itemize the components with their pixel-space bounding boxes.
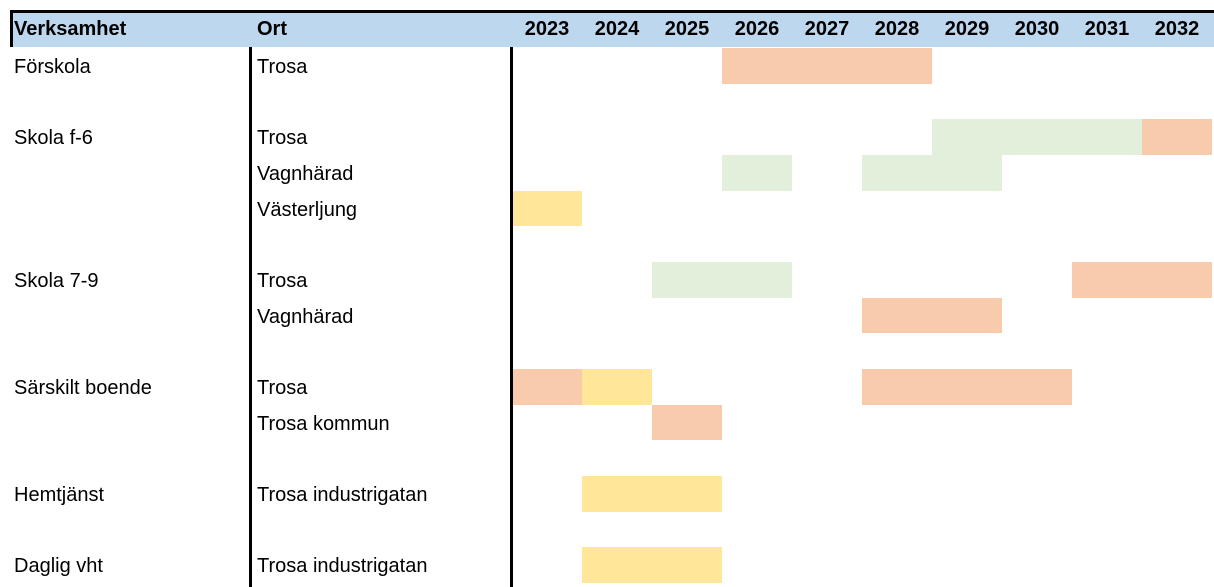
timeline-cell bbox=[652, 404, 722, 441]
timeline-cell bbox=[862, 369, 932, 405]
timeline-cell bbox=[652, 476, 722, 512]
header-year: 2026 bbox=[734, 18, 780, 40]
verksamhet: Särskilt boende bbox=[14, 377, 152, 400]
timeline-cell bbox=[1142, 262, 1212, 298]
column-border bbox=[510, 47, 513, 587]
verksamhet: Skola 7-9 bbox=[14, 270, 99, 293]
header-year: 2027 bbox=[804, 18, 850, 40]
verksamhet: Förskola bbox=[14, 56, 91, 78]
header-year: 2024 bbox=[594, 18, 640, 40]
ort: Västerljung bbox=[257, 198, 358, 221]
timeline-cell bbox=[512, 190, 582, 227]
column-border bbox=[249, 47, 252, 587]
header-year: 2032 bbox=[1154, 18, 1200, 40]
header-year: 2025 bbox=[664, 18, 710, 40]
timeline-cell bbox=[862, 297, 932, 334]
timeline-cell bbox=[862, 155, 932, 191]
timeline-cell bbox=[722, 155, 792, 191]
timeline-cell bbox=[652, 262, 722, 298]
header-fill bbox=[10, 10, 1214, 47]
header-year: 2029 bbox=[944, 18, 990, 40]
timeline-cell bbox=[722, 48, 792, 84]
timeline-cell bbox=[582, 369, 652, 405]
ort: Trosa kommun bbox=[257, 412, 390, 435]
ort: Vagnhärad bbox=[257, 305, 354, 328]
ort: Trosa industrigatan bbox=[257, 484, 428, 507]
timeline-cell bbox=[512, 369, 582, 405]
ort: Trosa industrigatan bbox=[257, 555, 428, 578]
ort: Trosa bbox=[257, 270, 308, 293]
timeline-cell bbox=[652, 547, 722, 584]
ort: Trosa bbox=[257, 56, 308, 78]
timeline-cell bbox=[862, 48, 932, 84]
header-year: 2028 bbox=[874, 18, 920, 40]
ort: Trosa bbox=[257, 377, 308, 400]
timeline-cell bbox=[582, 476, 652, 512]
timeline-cell bbox=[932, 369, 1002, 405]
header-ort: Ort bbox=[257, 18, 287, 40]
header-verksamhet: Verksamhet bbox=[14, 18, 127, 40]
timeline-cell bbox=[582, 547, 652, 584]
timeline-cell bbox=[932, 297, 1002, 334]
verksamhet: Daglig vht bbox=[14, 555, 103, 578]
timeline-cell bbox=[792, 48, 862, 84]
timeline-cell bbox=[1072, 119, 1142, 155]
timeline-cell bbox=[1142, 119, 1212, 155]
timeline-cell bbox=[932, 119, 1002, 155]
verksamhet: Skola f-6 bbox=[14, 127, 93, 150]
header-year: 2030 bbox=[1014, 18, 1060, 40]
timeline-cell bbox=[1002, 369, 1072, 405]
ort: Vagnhärad bbox=[257, 163, 354, 185]
timeline-cell bbox=[1002, 119, 1072, 155]
timeline-cell bbox=[932, 155, 1002, 191]
timeline-cell bbox=[722, 262, 792, 298]
header-year: 2023 bbox=[524, 18, 570, 40]
header-year: 2031 bbox=[1084, 18, 1130, 40]
timeline-cell bbox=[1072, 262, 1142, 298]
ort: Trosa bbox=[257, 127, 308, 150]
verksamhet: Hemtjänst bbox=[14, 484, 105, 507]
